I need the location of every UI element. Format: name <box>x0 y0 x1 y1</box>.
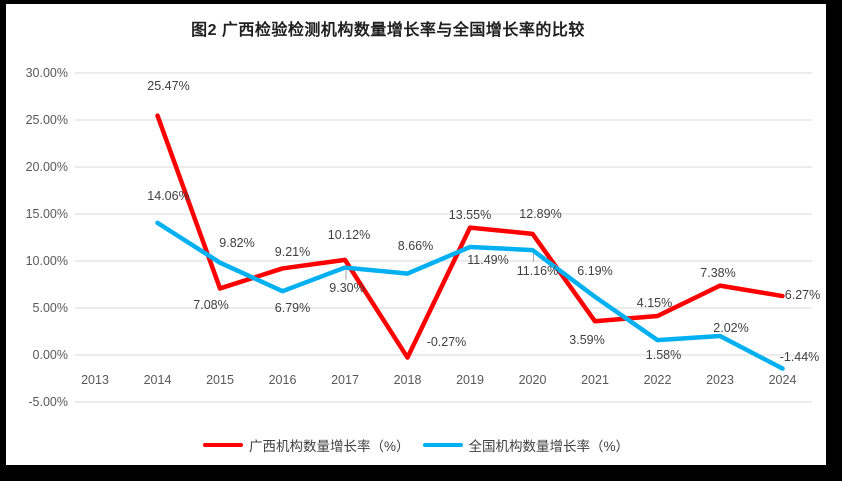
chart-area: 图2 广西检验检测机构数量增长率与全国增长率的比较 广西机构数量增长率（%） 全… <box>6 4 826 465</box>
data-label: -0.27% <box>426 334 467 349</box>
data-label: 6.79% <box>274 301 311 316</box>
legend-swatch-national <box>422 443 463 447</box>
legend-swatch-guangxi <box>202 443 243 447</box>
data-label: 1.58% <box>645 348 682 363</box>
x-tick-label: 2022 <box>643 373 672 387</box>
data-label: -1.44% <box>779 349 820 364</box>
x-tick-label: 2019 <box>456 373 484 387</box>
y-tick-label: 0.00% <box>32 348 68 362</box>
y-tick-label: -5.00% <box>28 395 68 409</box>
data-label: 11.16% <box>516 264 559 279</box>
x-tick-label: 2020 <box>518 373 547 387</box>
data-label: 7.08% <box>193 298 229 313</box>
data-label: 6.19% <box>577 263 613 278</box>
data-label: 25.47% <box>147 78 190 93</box>
legend-item-national: 全国机构数量增长率（%） <box>422 435 630 455</box>
x-tick-label: 2024 <box>768 373 797 387</box>
series-line-guangxi <box>155 113 785 360</box>
data-label: 8.66% <box>397 238 434 253</box>
legend-item-guangxi: 广西机构数量增长率（%） <box>202 435 410 455</box>
y-tick-label: 5.00% <box>32 301 68 315</box>
legend: 广西机构数量增长率（%） 全国机构数量增长率（%） <box>6 435 826 455</box>
y-tick-label: 30.00% <box>25 66 68 80</box>
line-plot <box>75 72 812 403</box>
y-tick-label: 25.00% <box>25 113 68 127</box>
series-line-national <box>155 220 785 371</box>
data-label: 2.02% <box>713 321 749 335</box>
legend-label-national: 全国机构数量增长率（%） <box>468 439 630 454</box>
data-label: 9.30% <box>329 280 365 295</box>
chart-title: 图2 广西检验检测机构数量增长率与全国增长率的比较 <box>191 22 585 39</box>
x-tick-label: 2021 <box>581 373 609 387</box>
x-tick-label: 2014 <box>143 373 172 387</box>
y-tick-label: 20.00% <box>25 160 68 174</box>
data-label: 9.21% <box>274 245 311 260</box>
x-tick-label: 2013 <box>81 373 109 387</box>
data-label: 7.38% <box>700 265 736 280</box>
data-label: 3.59% <box>569 333 605 348</box>
y-tick-label: 10.00% <box>25 254 68 268</box>
x-tick-label: 2015 <box>206 373 234 387</box>
data-label: 13.55% <box>448 207 492 222</box>
data-label: 12.89% <box>519 206 562 221</box>
x-tick-label: 2016 <box>268 373 297 387</box>
data-label: 4.15% <box>636 295 673 310</box>
legend-label-guangxi: 广西机构数量增长率（%） <box>248 439 410 454</box>
x-tick-label: 2018 <box>393 373 422 387</box>
data-label: 11.49% <box>467 252 509 267</box>
x-tick-label: 2023 <box>706 373 734 387</box>
data-label: 14.06% <box>147 188 190 203</box>
data-label: 10.12% <box>327 227 371 242</box>
x-tick-label: 2017 <box>331 373 359 387</box>
data-label: 6.27% <box>784 288 821 303</box>
data-label: 9.82% <box>219 235 255 250</box>
y-tick-label: 15.00% <box>25 207 68 221</box>
